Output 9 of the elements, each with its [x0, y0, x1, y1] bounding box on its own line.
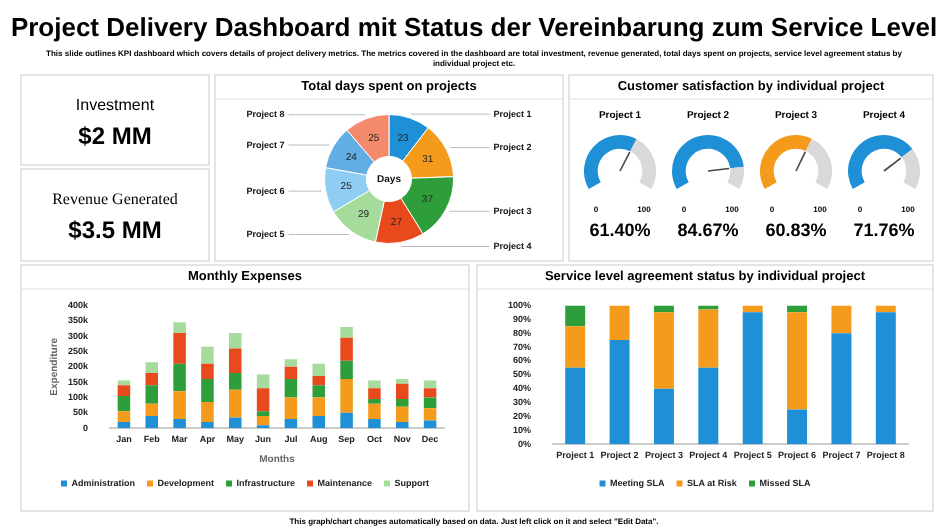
text: 60.83% [763, 220, 829, 240]
text: $2 MM [76, 122, 154, 150]
text: Investment [73, 96, 157, 114]
text: 61.40% [587, 220, 653, 240]
text: 84.67% [675, 220, 741, 240]
text: 71.76% [851, 220, 917, 240]
text: Project Delivery Dashboard mit Status der Vereinbarung zum Service Level [8, 12, 940, 42]
text: $3.5 MM [66, 216, 164, 244]
text: Revenue Generated [50, 190, 180, 208]
